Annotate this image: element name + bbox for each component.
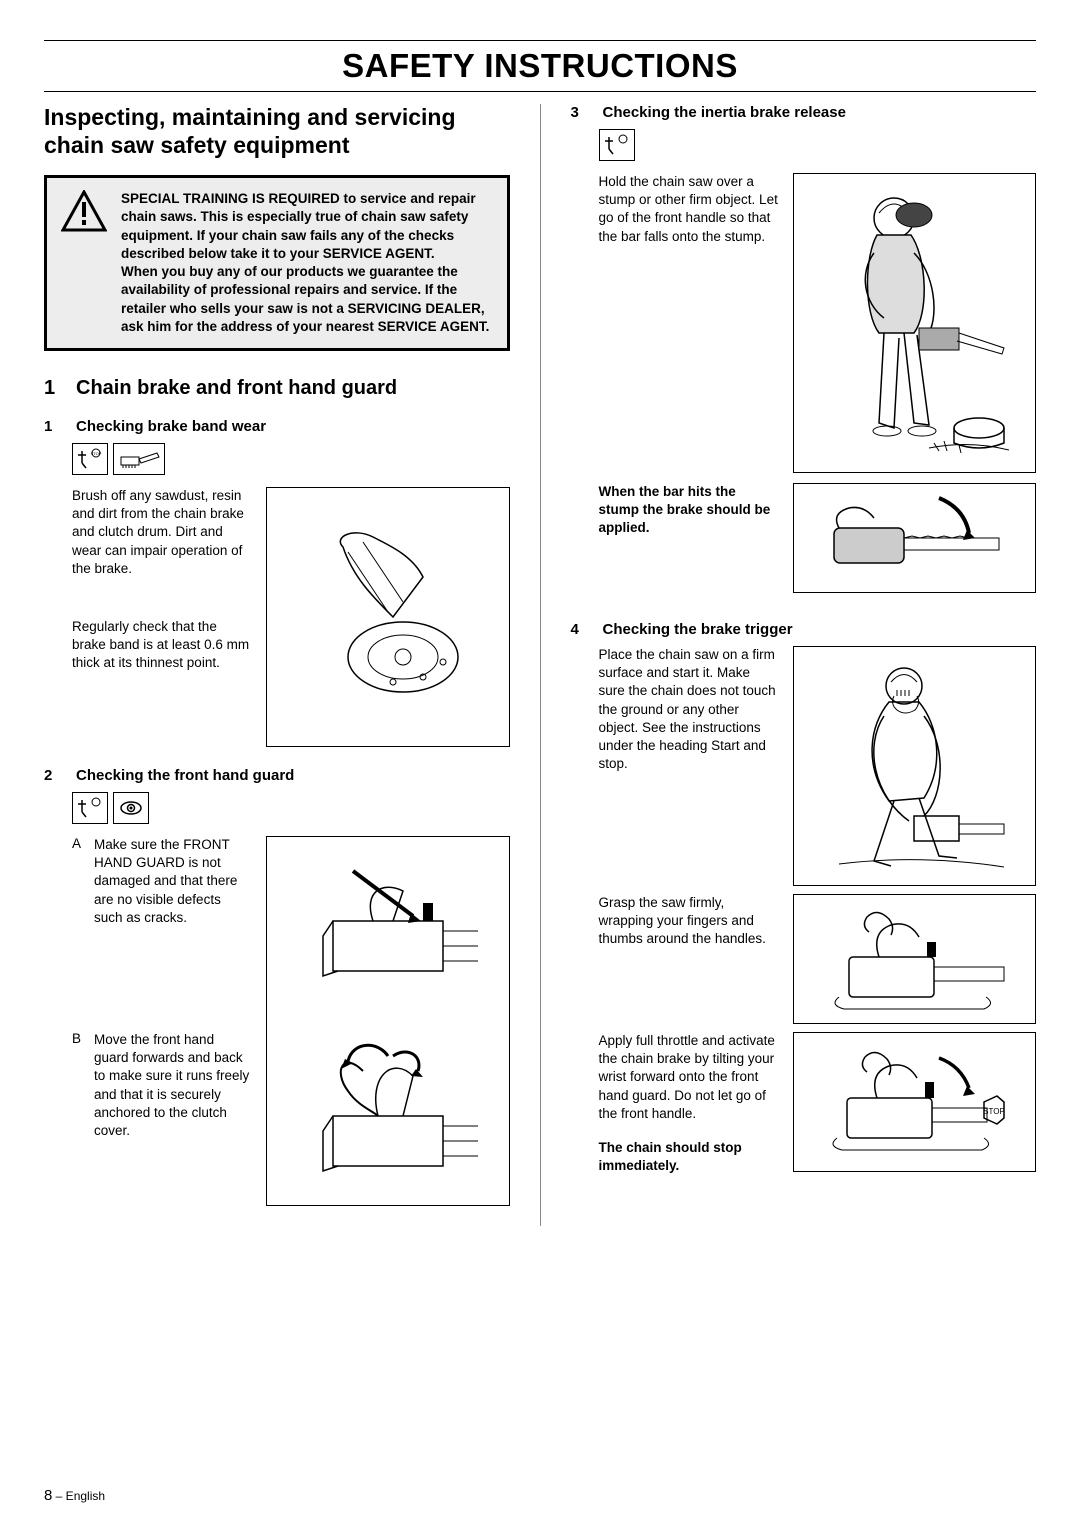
figure-hand-guard [266, 836, 510, 1206]
sub3-content-2: When the bar hits the stump the brake sh… [599, 483, 1037, 593]
sub3-text-2: When the bar hits the stump the brake sh… [599, 483, 779, 593]
figure-trigger-stop: STOP [793, 1032, 1037, 1172]
rule-top [44, 40, 1036, 41]
two-column-layout: Inspecting, maintaining and servicing ch… [44, 104, 1036, 1226]
item-letter: B [72, 1031, 86, 1140]
svg-text:STOP: STOP [983, 1107, 1005, 1116]
sub-number: 3 [571, 104, 589, 121]
brush-icon [113, 443, 165, 475]
sub4-p1: Place the chain saw on a firm surface an… [599, 646, 779, 774]
sub-title: Checking the front hand guard [76, 767, 294, 784]
item-text: Move the front hand guard forwards and b… [94, 1031, 252, 1140]
figure-inertia-saw [793, 483, 1037, 593]
sub4-content-3: Apply full throttle and activate the cha… [599, 1032, 1037, 1176]
sub2-text: A Make sure the FRONT HAND GUARD is not … [72, 836, 252, 1206]
sub2-content: A Make sure the FRONT HAND GUARD is not … [72, 836, 510, 1206]
sub3-text: Hold the chain saw over a stump or other… [599, 173, 779, 473]
section-number: 1 [44, 377, 62, 400]
sub3-p2: When the bar hits the stump the brake sh… [599, 483, 779, 538]
sub1-figure [266, 487, 510, 747]
sub-2-header: 2 Checking the front hand guard [44, 767, 510, 784]
left-column: Inspecting, maintaining and servicing ch… [44, 104, 510, 1226]
sub1-p1: Brush off any sawdust, resin and dirt fr… [72, 487, 252, 578]
icon-row-sub2 [72, 792, 510, 824]
sub2-item-b: B Move the front hand guard forwards and… [72, 1031, 252, 1140]
warning-text: SPECIAL TRAINING IS REQUIRED to service … [121, 190, 493, 336]
right-column: 3 Checking the inertia brake release Hol… [571, 104, 1037, 1226]
sub4-p4: The chain should stop immediately. [599, 1139, 779, 1175]
sub-title: Checking brake band wear [76, 418, 266, 435]
sub4-p2: Grasp the saw firmly, wrapping your fing… [599, 894, 779, 949]
sub1-text: Brush off any sawdust, resin and dirt fr… [72, 487, 252, 747]
footer-lang: – English [52, 1489, 105, 1503]
icon-row-sub3 [599, 129, 1037, 161]
sub-number: 2 [44, 767, 62, 784]
item-text: Make sure the FRONT HAND GUARD is not da… [94, 836, 252, 927]
item-letter: A [72, 836, 86, 927]
column-divider [540, 104, 541, 1226]
eye-icon [113, 792, 149, 824]
sub3-figure-1 [793, 173, 1037, 473]
sub-title: Checking the brake trigger [603, 621, 793, 638]
sub1-p2: Regularly check that the brake band is a… [72, 618, 252, 673]
rule-under-title [44, 91, 1036, 92]
svg-text:STOP: STOP [91, 451, 102, 456]
sub4-figure-2 [793, 894, 1037, 1024]
sub3-figure-2 [793, 483, 1037, 593]
sub-3-header: 3 Checking the inertia brake release [571, 104, 1037, 121]
sub-4-header: 4 Checking the brake trigger [571, 621, 1037, 638]
sub3-content-1: Hold the chain saw over a stump or other… [599, 173, 1037, 473]
icon-row-sub1: STOP [72, 443, 510, 475]
sub-number: 4 [571, 621, 589, 638]
figure-trigger-grip [793, 894, 1037, 1024]
fig-hand-guard-b [293, 1021, 483, 1191]
warning-box: SPECIAL TRAINING IS REQUIRED to service … [44, 175, 510, 351]
sub4-content-1: Place the chain saw on a firm surface an… [599, 646, 1037, 886]
sub-title: Checking the inertia brake release [603, 104, 846, 121]
figure-inertia-person [793, 173, 1037, 473]
sub4-content-2: Grasp the saw firmly, wrapping your fing… [599, 894, 1037, 1024]
section-title: Chain brake and front hand guard [76, 377, 397, 400]
figure-brake-band [266, 487, 510, 747]
page-title: SAFETY INSTRUCTIONS [44, 47, 1036, 85]
stop-engine-icon [599, 129, 635, 161]
fig-hand-guard-a [293, 851, 483, 1001]
sub2-figure [266, 836, 510, 1206]
sub4-p3: Apply full throttle and activate the cha… [599, 1032, 779, 1123]
main-heading: Inspecting, maintaining and servicing ch… [44, 104, 510, 159]
page-footer: 8 – English [44, 1487, 105, 1504]
sub-number: 1 [44, 418, 62, 435]
sub4-text-2: Grasp the saw firmly, wrapping your fing… [599, 894, 779, 1024]
sub4-figure-1 [793, 646, 1037, 886]
sub2-item-a: A Make sure the FRONT HAND GUARD is not … [72, 836, 252, 927]
figure-trigger-person [793, 646, 1037, 886]
section-1-header: 1 Chain brake and front hand guard [44, 377, 510, 400]
sub4-text-1: Place the chain saw on a firm surface an… [599, 646, 779, 886]
sub3-p1: Hold the chain saw over a stump or other… [599, 173, 779, 246]
stop-engine-icon: STOP [72, 443, 108, 475]
stop-engine-icon [72, 792, 108, 824]
sub4-figure-3: STOP [793, 1032, 1037, 1176]
warning-triangle-icon [61, 190, 107, 336]
sub1-content: Brush off any sawdust, resin and dirt fr… [72, 487, 510, 747]
sub4-text-3: Apply full throttle and activate the cha… [599, 1032, 779, 1176]
sub-1-header: 1 Checking brake band wear [44, 418, 510, 435]
